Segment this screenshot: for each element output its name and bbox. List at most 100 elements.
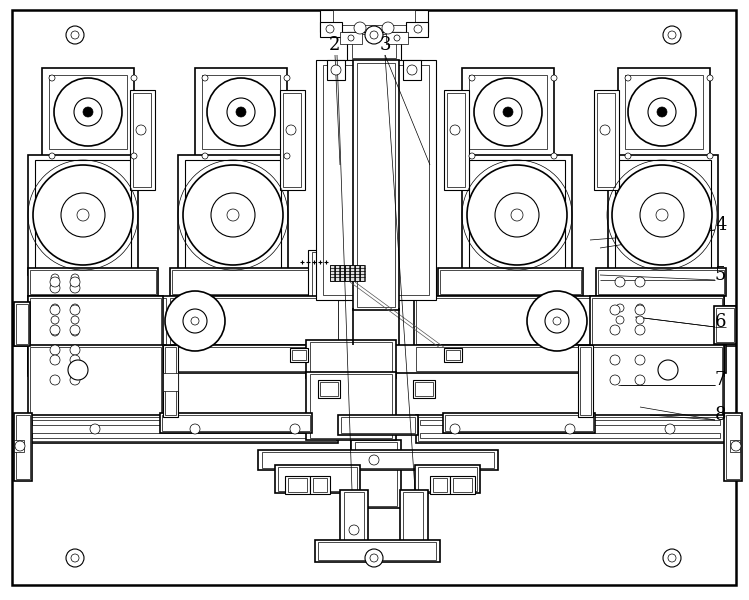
Bar (590, 296, 724, 376)
Circle shape (190, 424, 200, 434)
Bar (323, 65, 429, 295)
Bar (14, 302, 30, 346)
Bar (14, 304, 30, 346)
Bar (430, 476, 450, 494)
Bar (195, 68, 287, 156)
Bar (172, 270, 313, 294)
Circle shape (66, 26, 84, 44)
Circle shape (70, 283, 80, 293)
Bar (598, 270, 724, 294)
Circle shape (635, 277, 645, 287)
Bar (306, 372, 396, 440)
Bar (185, 160, 281, 270)
Circle shape (286, 125, 296, 135)
Circle shape (331, 65, 341, 75)
Circle shape (450, 424, 460, 434)
Circle shape (77, 209, 89, 221)
Circle shape (474, 78, 542, 146)
Bar (594, 90, 619, 190)
Circle shape (131, 75, 137, 81)
Bar (444, 348, 462, 362)
Bar (415, 465, 480, 493)
Circle shape (668, 554, 676, 562)
Circle shape (656, 209, 668, 221)
Circle shape (131, 153, 137, 159)
Bar (318, 542, 436, 560)
Bar (308, 250, 346, 300)
Bar (597, 93, 615, 187)
Bar (30, 347, 338, 371)
Bar (320, 22, 342, 37)
Bar (416, 298, 558, 344)
Bar (469, 75, 547, 149)
Circle shape (657, 107, 667, 117)
Bar (469, 160, 565, 270)
Circle shape (365, 549, 383, 567)
Circle shape (211, 193, 255, 237)
Bar (275, 465, 360, 493)
Circle shape (610, 305, 620, 315)
Text: 8: 8 (715, 406, 727, 424)
Circle shape (70, 345, 80, 355)
Circle shape (511, 209, 523, 221)
Bar (30, 270, 156, 294)
Bar (306, 340, 396, 378)
Bar (316, 60, 436, 300)
Circle shape (565, 424, 575, 434)
Bar (320, 10, 428, 32)
Bar (353, 60, 399, 310)
Bar (714, 306, 736, 346)
Bar (592, 298, 722, 374)
Bar (318, 380, 340, 398)
Bar (447, 93, 465, 187)
Bar (420, 433, 720, 438)
Bar (440, 270, 581, 294)
Circle shape (551, 153, 557, 159)
Circle shape (70, 355, 80, 365)
Bar (420, 420, 720, 425)
Circle shape (284, 153, 290, 159)
Circle shape (636, 304, 644, 312)
Circle shape (227, 209, 239, 221)
Circle shape (640, 193, 684, 237)
Bar (330, 265, 334, 281)
Circle shape (54, 78, 122, 146)
Bar (403, 492, 423, 558)
Circle shape (68, 360, 88, 380)
Bar (133, 93, 151, 187)
Circle shape (290, 424, 300, 434)
Circle shape (50, 283, 60, 293)
Bar (28, 345, 726, 373)
Circle shape (183, 309, 207, 333)
Text: 2: 2 (330, 36, 341, 54)
Bar (160, 413, 312, 433)
Circle shape (545, 309, 569, 333)
Bar (416, 347, 724, 371)
Circle shape (50, 345, 60, 355)
Circle shape (51, 304, 59, 312)
Bar (615, 160, 711, 270)
Circle shape (33, 165, 133, 265)
Bar (280, 90, 305, 190)
Text: 6: 6 (715, 313, 727, 331)
Circle shape (227, 98, 255, 126)
Circle shape (382, 22, 394, 34)
Bar (344, 492, 364, 558)
Circle shape (51, 274, 59, 282)
Text: 7: 7 (715, 371, 727, 389)
Circle shape (648, 98, 676, 126)
Circle shape (707, 75, 713, 81)
Bar (443, 413, 595, 433)
Bar (453, 478, 472, 492)
Circle shape (551, 75, 557, 81)
Circle shape (635, 305, 645, 315)
Circle shape (636, 316, 644, 324)
Circle shape (49, 153, 55, 159)
Bar (28, 345, 163, 425)
Bar (340, 265, 344, 281)
Bar (285, 476, 310, 494)
Bar (625, 75, 703, 149)
Bar (313, 478, 327, 492)
Circle shape (50, 277, 60, 287)
Circle shape (326, 25, 334, 33)
